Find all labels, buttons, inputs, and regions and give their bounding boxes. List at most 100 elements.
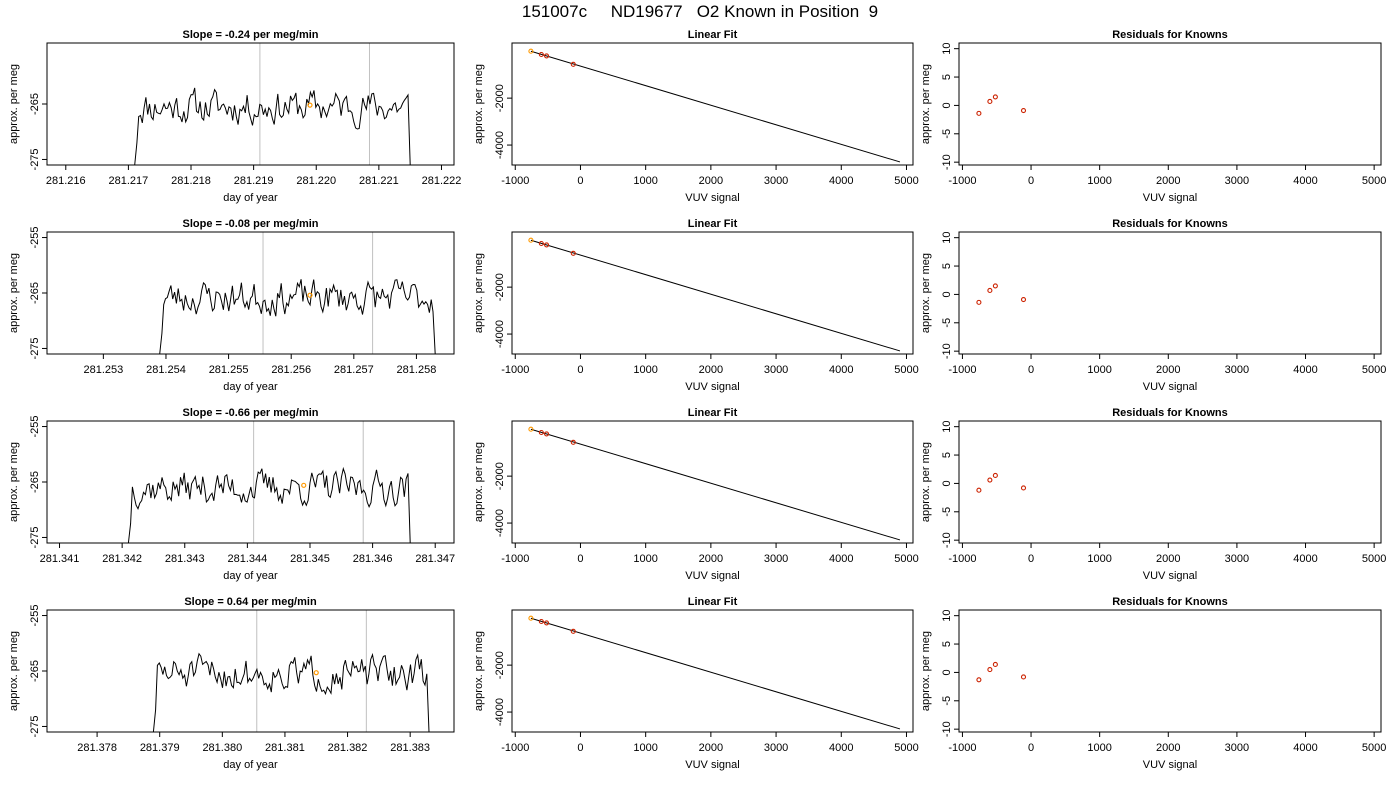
row4-linear_fit-plot-frame xyxy=(511,609,914,733)
row3-timeseries-x-tick-label: 281.341 xyxy=(40,553,80,565)
row2-residuals-x-tick-label: 0 xyxy=(1028,364,1034,376)
row4-residuals-residual-point xyxy=(976,677,982,683)
row4-timeseries-y-axis-label: approx. per meg xyxy=(8,631,20,711)
row3-timeseries-y-tick-label: -255 xyxy=(29,416,41,438)
row2-residuals-x-tick-label: -1000 xyxy=(948,364,976,376)
row2-timeseries-highlight-point xyxy=(307,292,313,298)
row3-linear_fit-x-tick-label: 0 xyxy=(577,553,583,565)
row1-residuals-residual-point xyxy=(1020,107,1027,114)
row3-timeseries-x-axis-label: day of year xyxy=(223,570,278,582)
row1-timeseries-x-tick-label: 281.220 xyxy=(296,175,336,187)
row3-timeseries-y-axis-label: approx. per meg xyxy=(8,442,20,522)
row1-linear_fit-x-tick-label: 5000 xyxy=(894,175,918,187)
row1-residuals-x-tick-label: 5000 xyxy=(1362,175,1386,187)
row4-linear_fit-x-tick-label: -1000 xyxy=(501,742,529,754)
row3-residuals-x-tick-label: 2000 xyxy=(1156,553,1180,565)
row1-residuals-residual-point xyxy=(987,98,993,104)
row4-linear_fit-x-axis-label: VUV signal xyxy=(685,759,739,771)
row4-timeseries-y-tick-label: -255 xyxy=(29,605,41,627)
row2-linear_fit-x-tick-label: 5000 xyxy=(894,364,918,376)
row2-linear_fit-x-tick-label: 1000 xyxy=(633,364,657,376)
row3-linear_fit-x-tick-label: 5000 xyxy=(894,553,918,565)
row3-linear_fit-x-tick-label: 3000 xyxy=(764,553,788,565)
row1-linear_fit-x-tick-label: 1000 xyxy=(633,175,657,187)
row4-timeseries-x-tick-label: 281.379 xyxy=(140,742,180,754)
row3-timeseries-plot-frame xyxy=(46,420,455,544)
row2-residuals-residual-point xyxy=(992,283,998,289)
row4-residuals-residual-point xyxy=(992,661,998,668)
row4-linear_fit-y-axis-label: approx. per meg xyxy=(473,631,485,711)
row3-linear_fit-data-point xyxy=(538,429,544,436)
row3-linear_fit-x-tick-label: 4000 xyxy=(829,553,853,565)
row3-residuals-residual-point xyxy=(976,487,982,493)
row4-residuals-y-tick-label: 10 xyxy=(941,610,953,622)
row1-timeseries-x-axis-label: day of year xyxy=(223,192,278,204)
row1-residuals-y-tick-label: 10 xyxy=(941,43,953,55)
row1-timeseries-title: Slope = -0.24 per meg/min xyxy=(182,29,318,41)
row3-linear_fit-y-axis-label: approx. per meg xyxy=(473,442,485,522)
row2-residuals-x-tick-label: 2000 xyxy=(1156,364,1180,376)
row4-residuals-title: Residuals for Knowns xyxy=(1112,596,1228,608)
row2-timeseries-plot-frame xyxy=(46,231,455,355)
row3-residuals-title: Residuals for Knowns xyxy=(1112,407,1228,419)
row1-residuals-x-tick-label: -1000 xyxy=(948,175,976,187)
row4-linear_fit-x-tick-label: 5000 xyxy=(894,742,918,754)
row1-residuals-x-axis-label: VUV signal xyxy=(1143,192,1197,204)
row1-residuals-x-tick-label: 3000 xyxy=(1225,175,1249,187)
row1-linear_fit-y-tick-label: -2000 xyxy=(494,84,506,112)
row2-residuals-x-tick-label: 5000 xyxy=(1362,364,1386,376)
row1-linear_fit-y-tick-label: -4000 xyxy=(494,131,506,159)
row2-residuals-residual-point xyxy=(976,299,982,305)
row2-timeseries-x-tick-label: 281.253 xyxy=(83,364,123,376)
row4-linear_fit-y-tick-label: -4000 xyxy=(494,698,506,726)
row4-residuals-x-tick-label: 1000 xyxy=(1087,742,1111,754)
row4-timeseries-x-tick-label: 281.378 xyxy=(77,742,117,754)
row1-timeseries-y-axis-label: approx. per meg xyxy=(8,64,20,144)
row4-residuals-residual-point xyxy=(1020,674,1027,680)
row4-timeseries-y-tick-label: -275 xyxy=(29,715,41,737)
row4-timeseries-highlight-point xyxy=(313,670,319,676)
row4-timeseries-x-tick-label: 281.383 xyxy=(390,742,430,754)
figure-title: 151007c ND19677 O2 Known in Position 9 xyxy=(521,2,879,21)
row1-linear_fit-data-point xyxy=(528,48,534,54)
row4-residuals-y-axis-label: approx. per meg xyxy=(920,631,932,711)
row1-linear_fit-y-axis-label: approx. per meg xyxy=(473,64,485,144)
row2-residuals-y-axis-label: approx. per meg xyxy=(920,253,932,333)
row3-timeseries-x-tick-label: 281.343 xyxy=(165,553,205,565)
row1-linear_fit-title: Linear Fit xyxy=(688,29,738,41)
row4-linear_fit-y-tick-label: -2000 xyxy=(494,651,506,679)
row3-residuals-y-tick-label: 5 xyxy=(941,452,953,458)
row4-linear_fit-x-tick-label: 0 xyxy=(577,742,583,754)
row1-linear_fit-x-tick-label: 0 xyxy=(577,175,583,187)
row3-residuals-y-tick-label: -10 xyxy=(941,532,953,548)
row1-timeseries-x-tick-label: 281.218 xyxy=(171,175,211,187)
row2-linear_fit-y-tick-label: -4000 xyxy=(494,320,506,348)
row2-linear_fit-data-point xyxy=(538,240,544,247)
row4-residuals-x-tick-label: 5000 xyxy=(1362,742,1386,754)
row2-residuals-y-tick-label: 5 xyxy=(941,263,953,269)
row3-residuals-y-tick-label: 0 xyxy=(941,480,953,486)
row2-residuals-x-axis-label: VUV signal xyxy=(1143,381,1197,393)
row4-linear_fit-data-point xyxy=(528,615,534,621)
row3-timeseries-y-tick-label: -265 xyxy=(29,471,41,493)
row2-linear_fit-x-axis-label: VUV signal xyxy=(685,381,739,393)
row1-linear_fit-x-tick-label: 2000 xyxy=(699,175,723,187)
row4-linear_fit-data-point xyxy=(544,620,550,626)
row2-linear_fit-x-tick-label: 0 xyxy=(577,364,583,376)
row3-timeseries-trace-line xyxy=(127,466,411,544)
row1-linear_fit-data-point xyxy=(570,61,576,67)
row1-residuals-title: Residuals for Knowns xyxy=(1112,29,1228,41)
row1-timeseries-x-tick-label: 281.222 xyxy=(422,175,462,187)
row2-residuals-x-tick-label: 4000 xyxy=(1293,364,1317,376)
row1-residuals-y-axis-label: approx. per meg xyxy=(920,64,932,144)
row4-linear_fit-fit-line xyxy=(530,617,901,730)
row2-linear_fit-data-point xyxy=(528,237,534,243)
row4-timeseries-y-tick-label: -265 xyxy=(29,660,41,682)
row4-residuals-x-tick-label: -1000 xyxy=(948,742,976,754)
row3-residuals-x-tick-label: 0 xyxy=(1028,553,1034,565)
row1-timeseries-x-tick-label: 281.217 xyxy=(109,175,149,187)
row1-linear_fit-x-axis-label: VUV signal xyxy=(685,192,739,204)
row4-residuals-y-tick-label: -5 xyxy=(941,696,953,706)
row2-linear_fit-title: Linear Fit xyxy=(688,218,738,230)
row2-timeseries-x-tick-label: 281.254 xyxy=(146,364,186,376)
